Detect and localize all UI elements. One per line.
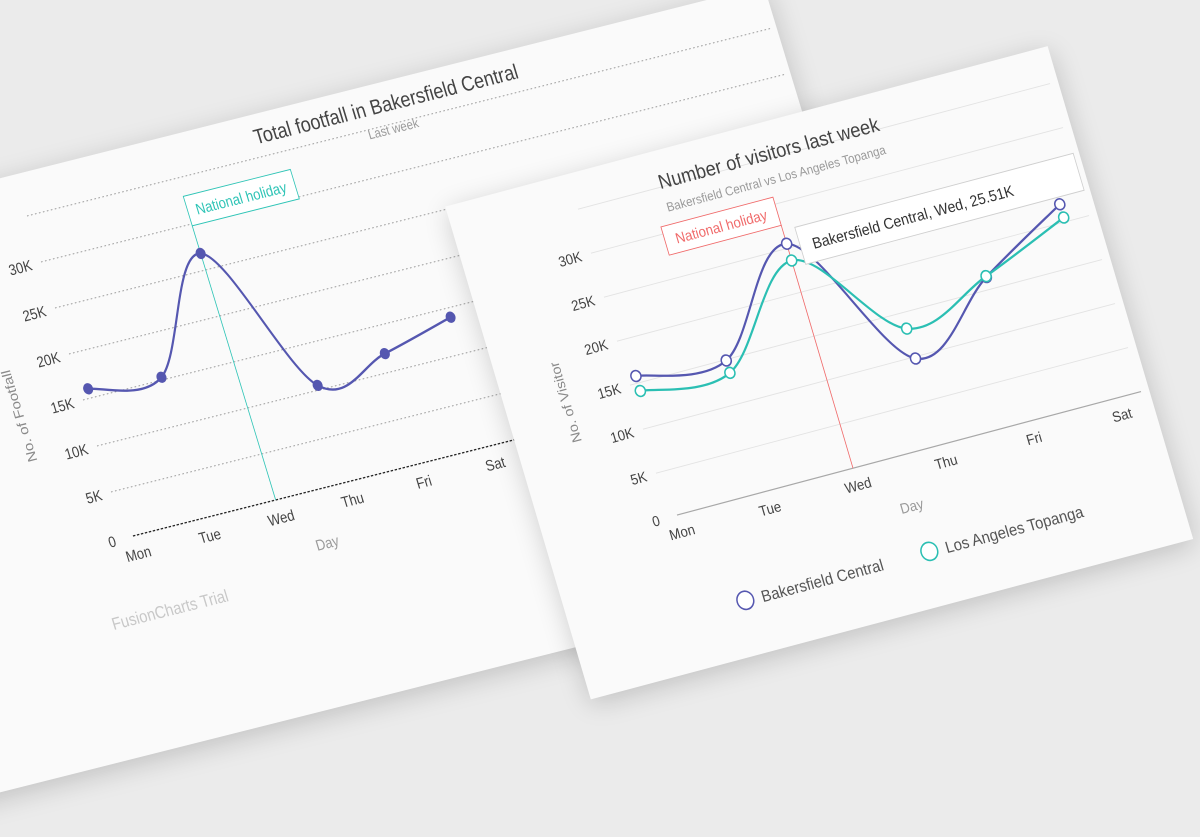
y-tick-label: 20K — [35, 349, 63, 371]
data-point[interactable] — [780, 237, 793, 250]
annotation-box — [660, 196, 782, 256]
series-line-bakersfield-central — [635, 203, 1061, 378]
gridline — [82, 211, 829, 401]
legend-item[interactable]: Los Angeles Topanga — [943, 504, 1086, 558]
data-point[interactable] — [630, 369, 643, 383]
gridline — [26, 27, 773, 217]
data-point[interactable] — [378, 347, 391, 360]
data-point[interactable] — [909, 352, 922, 365]
x-tick-label: Sat — [484, 454, 508, 475]
y-axis-title: No. of Footfall — [0, 368, 41, 463]
series-line-bakersfield-central — [87, 252, 452, 392]
data-point[interactable] — [724, 366, 737, 380]
gridline — [655, 347, 1129, 474]
x-tick-label: Wed — [843, 474, 874, 497]
x-axis-line — [676, 390, 1142, 516]
annotation-box — [182, 168, 300, 227]
data-point[interactable] — [720, 354, 733, 367]
data-point[interactable] — [634, 384, 647, 398]
footfall-chart: Total footfall in Bakersfield CentralLas… — [0, 27, 871, 634]
x-tick-label: Tue — [197, 526, 223, 548]
data-point[interactable] — [785, 254, 798, 267]
x-tick-label: Mon — [124, 544, 154, 567]
y-tick-label: 0 — [650, 512, 662, 530]
data-point[interactable] — [980, 269, 993, 283]
gridline — [40, 73, 787, 263]
data-point[interactable] — [1057, 211, 1070, 224]
gridline — [54, 119, 801, 309]
gridline — [642, 303, 1116, 430]
gridline — [577, 83, 1051, 210]
watermark: FusionCharts Trial — [109, 586, 230, 634]
gridline — [629, 259, 1103, 386]
x-tick-label: Thu — [339, 490, 366, 512]
y-tick-label: 5K — [628, 468, 649, 488]
data-point[interactable] — [1053, 198, 1066, 211]
x-tick-label: Sat — [1110, 404, 1134, 425]
visitors-chart: Number of visitors last weekBakersfield … — [546, 83, 1142, 611]
y-tick-label: 25K — [569, 292, 597, 314]
data-point[interactable] — [900, 322, 913, 335]
x-tick-label: Mon — [667, 521, 697, 544]
y-tick-label: 5K — [84, 487, 105, 508]
data-point[interactable] — [82, 382, 95, 395]
y-tick-label: 25K — [21, 303, 49, 325]
x-tick-label: Fri — [1024, 428, 1044, 448]
gridline — [68, 165, 815, 355]
y-tick-label: 15K — [595, 380, 623, 402]
tooltip-box — [794, 152, 1085, 265]
x-tick-label: Wed — [266, 507, 297, 530]
y-tick-label: 10K — [63, 441, 91, 463]
legend-marker[interactable] — [919, 540, 940, 562]
gridline — [110, 303, 857, 493]
footfall-chart-card: Total footfall in Bakersfield Central Las… — [0, 0, 938, 824]
gridline — [96, 257, 843, 447]
x-tick-label: Tue — [757, 498, 784, 520]
x-tick-label: Thu — [933, 451, 960, 473]
legend-item[interactable]: Bakersfield Central — [759, 557, 886, 606]
y-tick-label: 20K — [582, 336, 610, 358]
y-tick-label: 15K — [49, 395, 77, 417]
y-tick-label: 30K — [556, 248, 584, 270]
x-axis-title: Day — [314, 533, 342, 555]
visitors-chart-card: Number of visitors last week Bakersfield … — [445, 20, 1194, 700]
data-point[interactable] — [311, 379, 324, 392]
y-tick-label: 0 — [106, 534, 118, 552]
legend-marker[interactable] — [735, 589, 756, 611]
data-point[interactable] — [194, 247, 207, 260]
gridline — [616, 215, 1090, 342]
annotation-line — [191, 225, 277, 501]
y-tick-label: 10K — [608, 424, 636, 446]
y-tick-label: 30K — [7, 257, 35, 279]
x-axis-title: Day — [898, 495, 926, 517]
data-point[interactable] — [155, 371, 168, 384]
x-tick-label: Fri — [414, 473, 434, 493]
data-point[interactable] — [444, 310, 457, 323]
y-axis-title: No. of Visitor — [546, 360, 584, 445]
